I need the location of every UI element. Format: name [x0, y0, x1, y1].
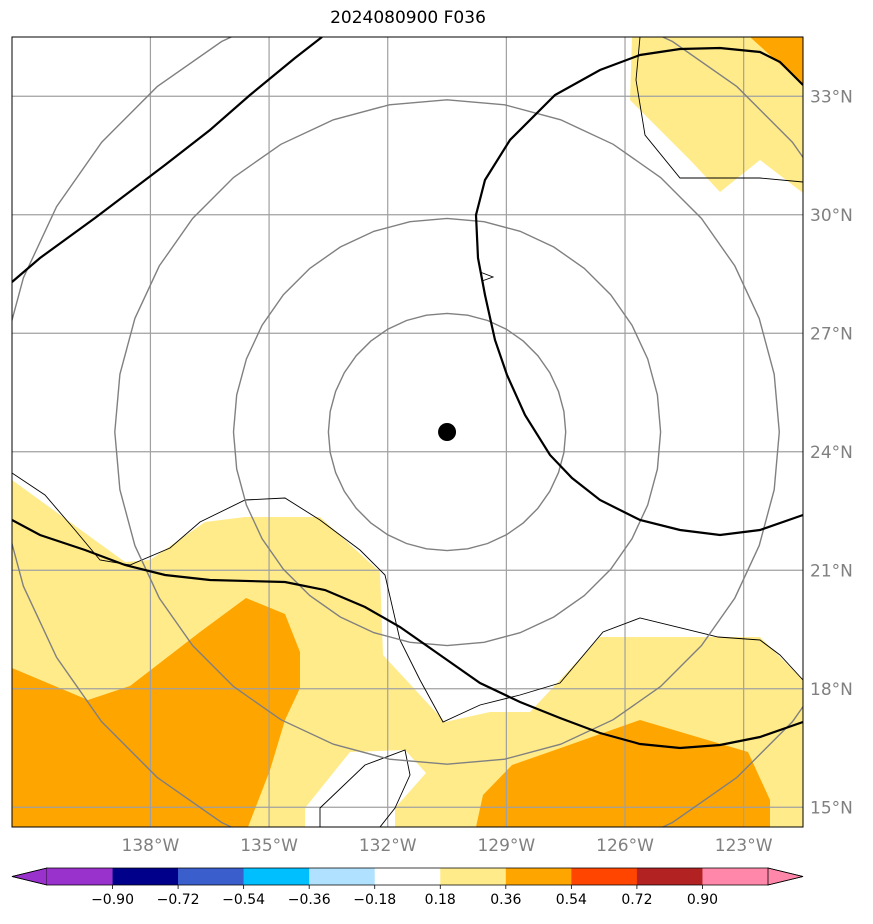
- shaded-region-light-northeast: [630, 37, 803, 193]
- colorbar-tick-label: −0.90: [91, 892, 134, 908]
- map-frame: [11, 36, 804, 828]
- colorbar-segment: [47, 868, 113, 885]
- colorbar-tick-label: 0.36: [490, 892, 521, 908]
- lat-tick-label: 27°N: [810, 324, 853, 344]
- colorbar-tick-label: −0.18: [353, 892, 396, 908]
- colorbar-tick-label: −0.36: [288, 892, 331, 908]
- colorbar-segment: [505, 868, 572, 885]
- range-ring: [12, 37, 803, 827]
- colorbar-extend-high: [767, 867, 804, 886]
- lat-tick-label: 15°N: [810, 798, 853, 818]
- thick-contour-south: [12, 519, 803, 750]
- colorbar-outline: [11, 867, 804, 886]
- longitude-tick-labels: 138°W 135°W 132°W 129°W 126°W 123°W: [122, 836, 773, 856]
- colorbar-segment: [374, 868, 441, 885]
- range-rings: [12, 37, 803, 827]
- thick-contour-lines: [12, 37, 803, 750]
- thick-contour-east-arc: [474, 46, 803, 537]
- colorbar-segment: [112, 868, 179, 885]
- thin-contour-notch: [479, 271, 495, 282]
- latitude-tick-labels: 15°N 18°N 21°N 24°N 27°N 30°N 33°N: [810, 87, 853, 818]
- lon-tick-label: 126°W: [596, 836, 654, 856]
- thick-contour-northwest: [12, 37, 323, 283]
- lon-tick-label: 135°W: [240, 836, 298, 856]
- colorbar-segment: [178, 868, 244, 885]
- colorbar-tick-label: −0.54: [222, 892, 265, 908]
- colorbar-segment: [571, 868, 638, 885]
- lon-tick-label: 123°W: [715, 836, 773, 856]
- colorbar-segment: [309, 868, 376, 885]
- shaded-region-orange-west: [12, 598, 300, 827]
- lat-tick-label: 21°N: [810, 561, 853, 581]
- lon-tick-label: 129°W: [477, 836, 535, 856]
- colorbar-segment: [243, 868, 310, 885]
- lat-tick-label: 30°N: [810, 206, 853, 226]
- colorbar-segment: [702, 868, 769, 885]
- range-ring: [114, 99, 781, 765]
- colorbar-extend-low: [11, 867, 48, 886]
- colorbar-tick-label: 0.72: [621, 892, 652, 908]
- range-ring: [327, 312, 567, 552]
- thin-contour-northeast: [635, 37, 803, 183]
- thin-contour-southwest: [319, 749, 411, 827]
- lat-tick-label: 18°N: [810, 680, 853, 700]
- lat-tick-label: 33°N: [810, 87, 853, 107]
- colorbar-tick-label: 0.54: [556, 892, 587, 908]
- lat-tick-label: 24°N: [810, 443, 853, 463]
- chart-title: 2024080900 F036: [330, 8, 486, 28]
- colorbar-tick-label: −0.72: [157, 892, 200, 908]
- colorbar-tick-label: 0.18: [425, 892, 456, 908]
- storm-center-marker: [438, 423, 457, 441]
- colorbar-segment: [636, 868, 703, 885]
- colorbar-tick-label: 0.90: [687, 892, 718, 908]
- lon-tick-label: 138°W: [122, 836, 180, 856]
- range-ring: [232, 217, 662, 647]
- colorbar-segment: [440, 868, 507, 885]
- lon-tick-label: 132°W: [359, 836, 417, 856]
